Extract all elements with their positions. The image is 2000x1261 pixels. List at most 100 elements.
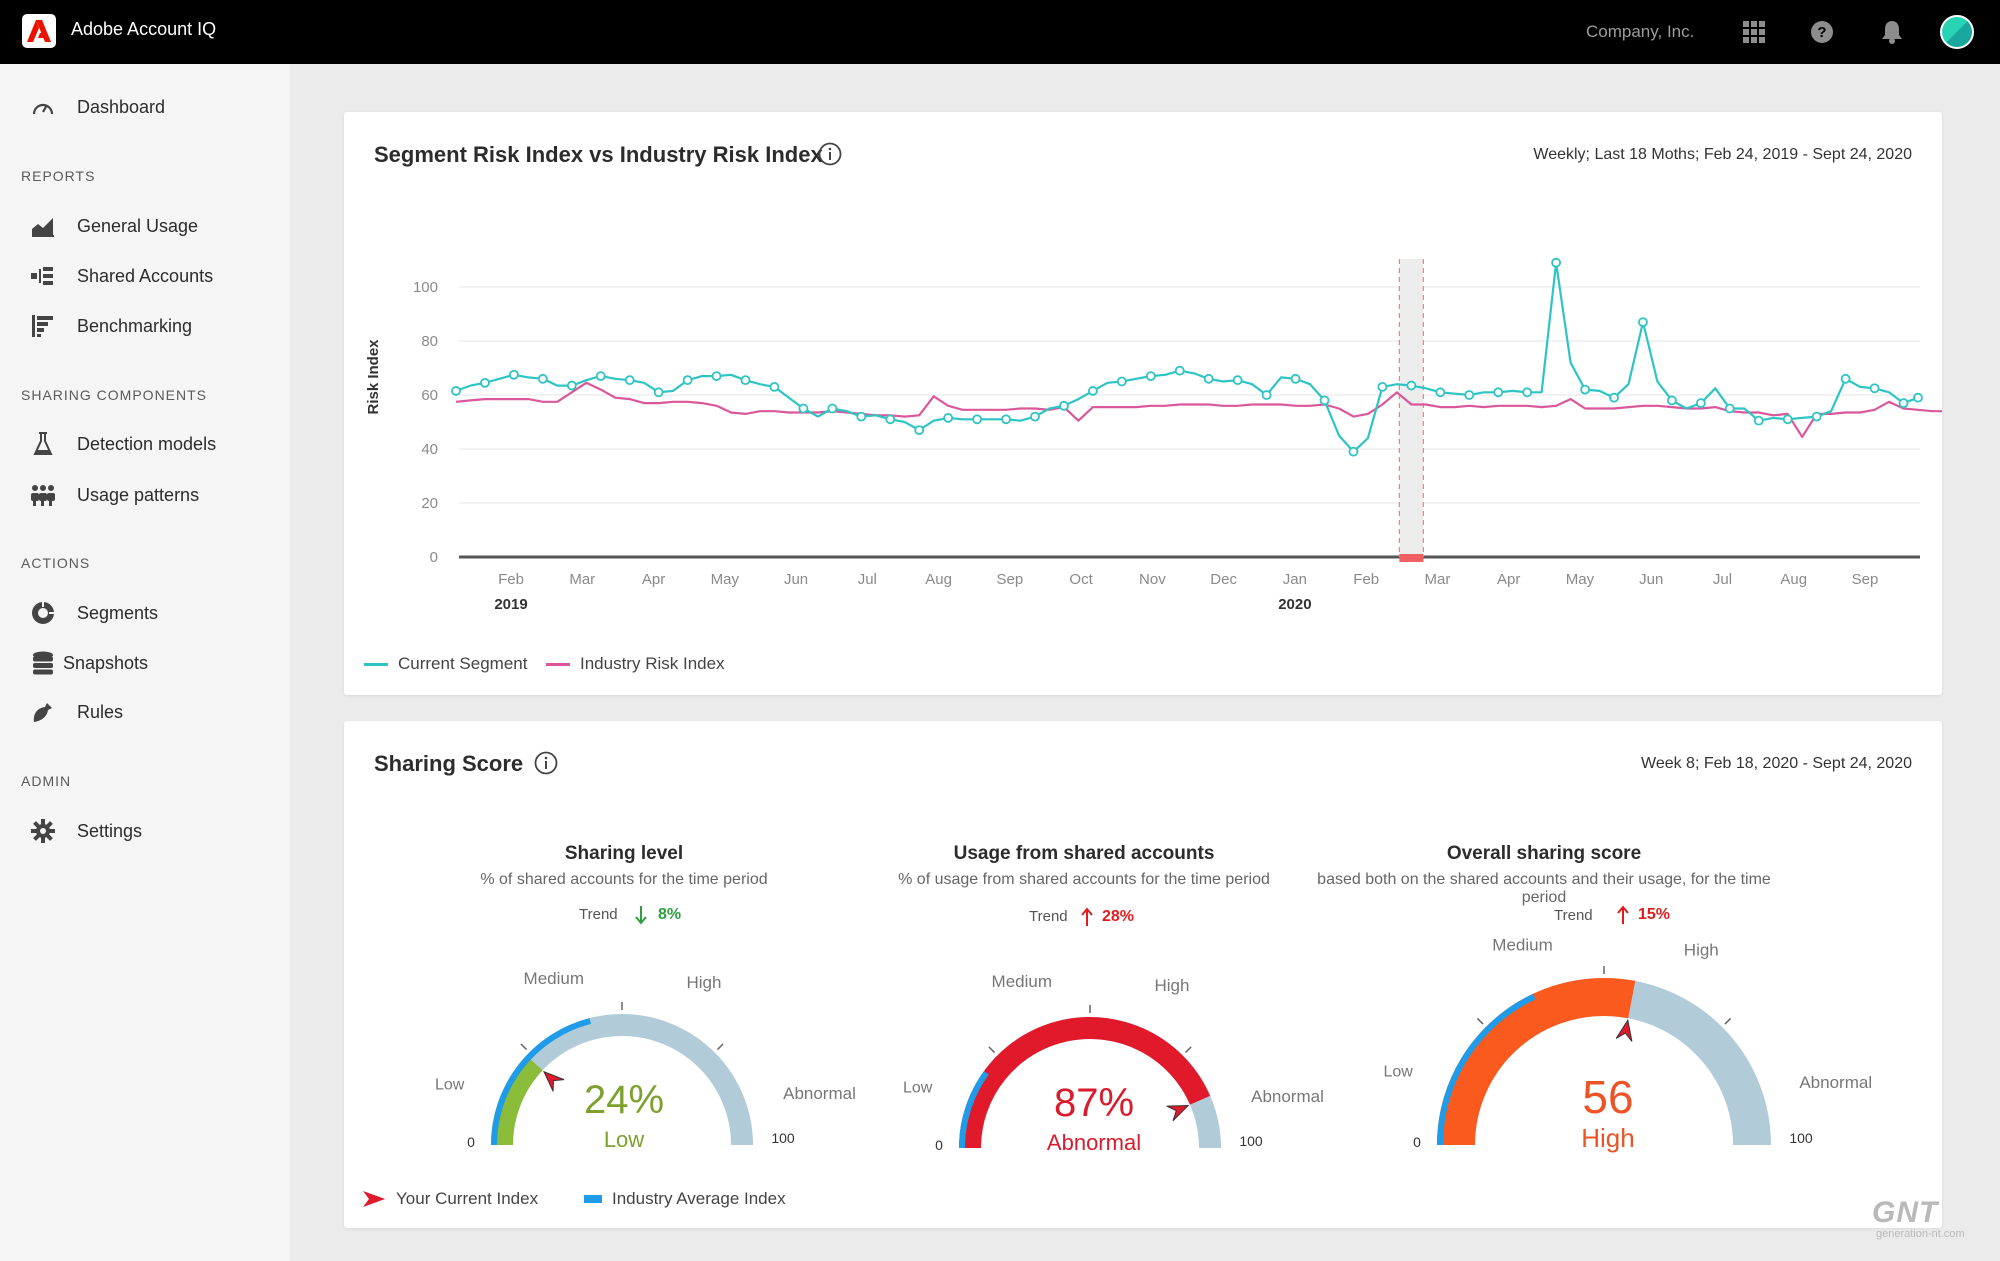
data-point[interactable] — [1522, 387, 1533, 398]
legend-your-current-index[interactable]: Your Current Index — [362, 1189, 538, 1209]
data-point[interactable] — [1913, 392, 1923, 403]
info-icon[interactable] — [534, 751, 558, 775]
data-point[interactable] — [1059, 400, 1069, 411]
current-index-pointer[interactable] — [543, 1070, 565, 1092]
data-point[interactable] — [1290, 373, 1301, 384]
industry-average-arc[interactable] — [959, 1071, 989, 1149]
x-year-label: 2020 — [1278, 596, 1311, 613]
highlight-band[interactable] — [1399, 259, 1424, 557]
data-point[interactable] — [1667, 395, 1677, 406]
sidebar-item-snapshots[interactable]: Snapshots — [0, 641, 290, 685]
data-point[interactable] — [1319, 395, 1330, 406]
data-point[interactable] — [682, 375, 693, 386]
data-point[interactable] — [1753, 415, 1764, 426]
notification-bell-icon[interactable] — [1878, 18, 1906, 46]
help-icon[interactable]: ? — [1808, 18, 1836, 46]
data-point[interactable] — [509, 369, 519, 380]
data-point[interactable] — [1348, 446, 1359, 457]
data-point[interactable] — [653, 387, 664, 398]
company-name[interactable]: Company, Inc. — [1586, 22, 1695, 41]
data-point[interactable] — [1638, 317, 1648, 328]
data-point[interactable] — [856, 411, 867, 422]
sidebar-item-shared-accounts[interactable]: Shared Accounts — [0, 254, 290, 298]
data-point[interactable] — [480, 377, 490, 388]
data-point[interactable] — [1898, 398, 1909, 409]
data-point[interactable] — [595, 371, 606, 382]
gauge-fill[interactable] — [1437, 978, 1636, 1146]
data-point[interactable] — [537, 373, 548, 384]
risk-card-title: Segment Risk Index vs Industry Risk Inde… — [374, 142, 823, 167]
y-tick-label: 100 — [413, 279, 438, 296]
legend-current-segment[interactable]: Current Segment — [364, 654, 527, 674]
sidebar-item-general-usage[interactable]: General Usage — [0, 204, 290, 248]
data-point[interactable] — [914, 425, 925, 436]
data-point[interactable] — [624, 375, 635, 386]
data-point[interactable] — [1724, 403, 1735, 414]
sidebar-item-segments[interactable]: Segments — [0, 591, 290, 635]
data-point[interactable] — [798, 403, 809, 414]
series-line-industry-risk-index[interactable] — [455, 381, 1942, 438]
data-point[interactable] — [566, 380, 577, 391]
data-point[interactable] — [1406, 380, 1417, 391]
data-point[interactable] — [1232, 375, 1243, 386]
data-point[interactable] — [1435, 387, 1446, 398]
gauge-fill[interactable] — [959, 1017, 1211, 1149]
data-point[interactable] — [1174, 365, 1185, 376]
data-point[interactable] — [943, 413, 954, 423]
data-point[interactable] — [769, 381, 780, 392]
legend-industry-average-index[interactable]: Industry Average Index — [584, 1189, 786, 1209]
info-icon[interactable] — [818, 142, 842, 166]
data-point[interactable] — [1695, 398, 1706, 409]
svg-text:?: ? — [1817, 24, 1826, 41]
sharing-gauges[interactable]: 24% Low Low Medium High Abnormal 0 100 87% Abnorm… — [344, 721, 1942, 1228]
data-point[interactable] — [1493, 387, 1504, 398]
shared-accounts-icon — [30, 263, 56, 289]
apps-grid-icon[interactable] — [1740, 18, 1768, 46]
data-point[interactable] — [1811, 411, 1822, 422]
data-point[interactable] — [1261, 390, 1272, 400]
chart-series[interactable] — [451, 257, 1942, 457]
series-line-current-segment[interactable] — [455, 261, 1919, 453]
data-point[interactable] — [1551, 257, 1562, 268]
x-tick-label: Nov — [1139, 571, 1166, 588]
data-point[interactable] — [1377, 381, 1388, 392]
selected-week-highlight[interactable] — [1398, 259, 1424, 562]
data-point[interactable] — [1116, 376, 1127, 387]
sidebar-item-dashboard[interactable]: Dashboard — [0, 85, 290, 129]
data-point[interactable] — [711, 371, 722, 382]
adobe-logo-icon[interactable] — [22, 14, 56, 48]
gauge-fill[interactable] — [491, 1055, 543, 1146]
trend-value: 15% — [1638, 906, 1671, 923]
data-point[interactable] — [1782, 414, 1793, 425]
data-point[interactable] — [1145, 371, 1156, 382]
industry-average-arc[interactable] — [1437, 993, 1536, 1146]
sidebar-item-rules[interactable]: Rules — [0, 690, 290, 734]
data-point[interactable] — [1088, 386, 1098, 396]
current-index-pointer[interactable] — [1615, 1018, 1633, 1042]
risk-index-chart[interactable]: 0 20 40 60 80 100 Feb Mar Apr May Jun Jul Aug Sep Oct… — [344, 172, 1942, 642]
data-point[interactable] — [827, 403, 838, 414]
data-point[interactable] — [1030, 411, 1040, 422]
industry-average-arc[interactable] — [491, 1018, 591, 1146]
data-point[interactable] — [1001, 414, 1011, 425]
data-point[interactable] — [1464, 390, 1475, 400]
data-point[interactable] — [1840, 373, 1851, 384]
data-point[interactable] — [1869, 383, 1880, 394]
data-point[interactable] — [1203, 373, 1214, 384]
data-point[interactable] — [1609, 392, 1619, 403]
sidebar-item-detection-models[interactable]: Detection models — [0, 422, 290, 466]
data-point[interactable] — [1580, 384, 1590, 395]
sidebar-item-usage-patterns[interactable]: Usage patterns — [0, 473, 290, 517]
user-avatar[interactable] — [1940, 15, 1974, 49]
sidebar-item-settings[interactable]: Settings — [0, 809, 290, 853]
app-title[interactable]: Adobe Account IQ — [71, 19, 217, 39]
sidebar-item-benchmarking[interactable]: Benchmarking — [0, 304, 290, 348]
highlight-marker[interactable] — [1399, 554, 1424, 562]
current-index-pointer[interactable] — [1166, 1104, 1190, 1122]
data-point[interactable] — [740, 375, 751, 386]
data-point[interactable] — [972, 414, 983, 425]
data-point[interactable] — [885, 414, 896, 425]
data-point[interactable] — [451, 386, 461, 396]
zone-label-low: Low — [435, 1077, 465, 1094]
legend-industry-risk-index[interactable]: Industry Risk Index — [546, 654, 725, 674]
